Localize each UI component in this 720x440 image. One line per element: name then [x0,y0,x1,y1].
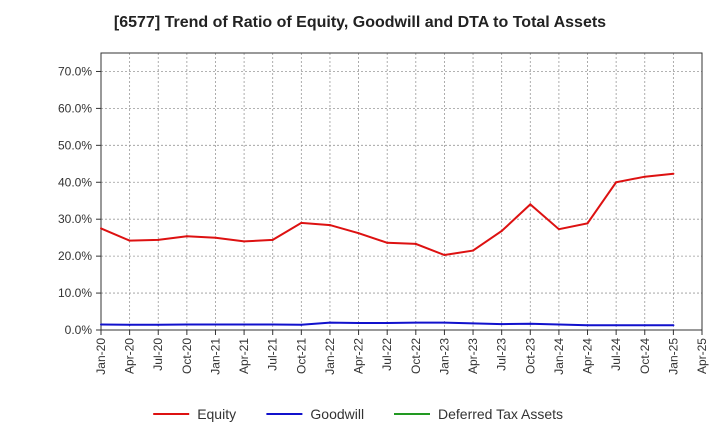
data-point-goodwill [243,323,246,326]
y-tick-label: 50.0% [58,138,92,152]
data-point-equity [271,238,274,241]
x-tick-label: Oct-22 [409,338,423,374]
data-point-goodwill [472,322,475,325]
x-tick-label: Jul-23 [495,338,509,371]
legend-label-deferred-tax-assets: Deferred Tax Assets [438,406,563,422]
x-tick-label: Apr-21 [237,338,251,374]
data-point-equity [100,227,102,230]
data-point-goodwill [328,321,331,324]
data-point-goodwill [300,323,303,326]
y-tick-label: 40.0% [58,175,92,189]
x-tick-label: Jan-21 [208,338,222,375]
data-point-equity [586,222,589,225]
plot-area [101,53,702,330]
x-tick-label: Oct-20 [180,338,194,374]
legend-label-equity: Equity [197,406,236,422]
y-tick-label: 0.0% [65,323,93,337]
y-tick-label: 10.0% [58,286,92,300]
data-point-goodwill [443,321,446,324]
data-point-goodwill [643,324,646,327]
y-tick-label: 20.0% [58,249,92,263]
data-point-equity [386,241,389,244]
data-point-goodwill [557,323,560,326]
data-point-goodwill [500,323,503,326]
x-tick-label: Jul-20 [151,338,165,371]
x-tick-label: Apr-25 [695,338,709,374]
data-point-goodwill [414,321,417,324]
data-point-goodwill [357,321,360,324]
y-tick-label: 70.0% [58,64,92,78]
data-point-equity [414,242,417,245]
x-tick-label: Oct-24 [638,338,652,374]
data-point-goodwill [529,322,532,325]
data-point-goodwill [386,321,389,324]
data-point-goodwill [214,323,217,326]
x-tick-label: Jan-23 [437,338,451,375]
y-tick-label: 60.0% [58,101,92,115]
data-point-equity [643,175,646,178]
data-point-equity [185,235,188,238]
data-point-goodwill [271,323,274,326]
data-point-equity [529,203,532,206]
x-tick-label: Jul-24 [609,338,623,371]
data-point-equity [357,232,360,235]
x-tick-label: Apr-23 [466,338,480,374]
data-point-goodwill [615,324,618,327]
data-point-goodwill [672,324,675,327]
data-point-equity [500,230,503,233]
plot-frame [100,52,703,331]
x-tick-label: Oct-21 [294,338,308,374]
data-point-equity [472,249,475,252]
data-point-goodwill [586,324,589,327]
x-tick-label: Jan-24 [552,338,566,375]
data-point-goodwill [185,323,188,326]
data-point-goodwill [128,323,131,326]
data-point-equity [443,254,446,257]
data-point-goodwill [157,323,160,326]
data-point-equity [300,221,303,224]
data-point-equity [243,240,246,243]
data-point-goodwill [100,323,102,326]
data-point-equity [214,236,217,239]
x-tick-label: Jan-20 [94,338,108,375]
data-point-equity [128,239,131,242]
legend-label-goodwill: Goodwill [310,406,364,422]
x-tick-label: Apr-22 [352,338,366,374]
x-tick-label: Apr-24 [581,338,595,374]
x-tick-label: Jul-21 [266,338,280,371]
data-point-equity [672,172,675,175]
data-point-equity [157,238,160,241]
x-tick-label: Apr-20 [123,338,137,374]
data-point-equity [557,228,560,231]
x-tick-label: Jan-25 [666,338,680,375]
data-point-equity [328,224,331,227]
y-tick-label: 30.0% [58,212,92,226]
chart-title: [6577] Trend of Ratio of Equity, Goodwil… [113,14,607,31]
data-point-equity [615,181,618,184]
x-tick-label: Oct-23 [523,338,537,374]
x-tick-label: Jan-22 [323,338,337,375]
x-tick-label: Jul-22 [380,338,394,371]
